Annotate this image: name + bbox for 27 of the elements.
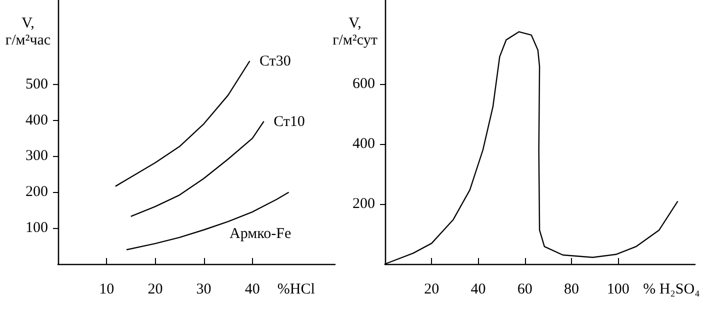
series-label: Ст10 [274, 114, 305, 130]
y-tick-label: 200 [26, 184, 48, 200]
x-tick-label: 40 [470, 282, 486, 298]
y-tick-label: 500 [26, 76, 48, 92]
x-tick-label: 100 [606, 282, 630, 298]
line-series [130, 121, 264, 217]
series-label: Армко-Fe [230, 226, 292, 242]
y-tick-label: 600 [352, 76, 375, 92]
x-tick-label: 10 [99, 282, 114, 298]
y-tick-label: 200 [352, 196, 375, 212]
x-tick-label: 20 [424, 282, 440, 298]
y-axis-title: V, г/м²сут [332, 16, 378, 48]
x-axis-title: % H₂SO₄ [643, 282, 700, 298]
x-tick-label: 20 [148, 282, 163, 298]
x-tick-label: 60 [517, 282, 532, 298]
series-label: Ст30 [259, 53, 291, 70]
y-tick-label: 300 [26, 148, 48, 164]
x-tick-label: 30 [196, 282, 212, 298]
x-tick-label: 80 [564, 282, 579, 298]
y-axis-title: V, г/м²час [5, 16, 51, 48]
x-axis-title: %HCl [277, 282, 315, 298]
line-series [115, 60, 250, 187]
y-tick-label: 400 [352, 136, 375, 152]
line-series [126, 192, 289, 250]
x-tick-label: 40 [244, 282, 260, 298]
y-tick-label: 400 [26, 112, 48, 128]
y-tick-label: 100 [26, 220, 48, 236]
